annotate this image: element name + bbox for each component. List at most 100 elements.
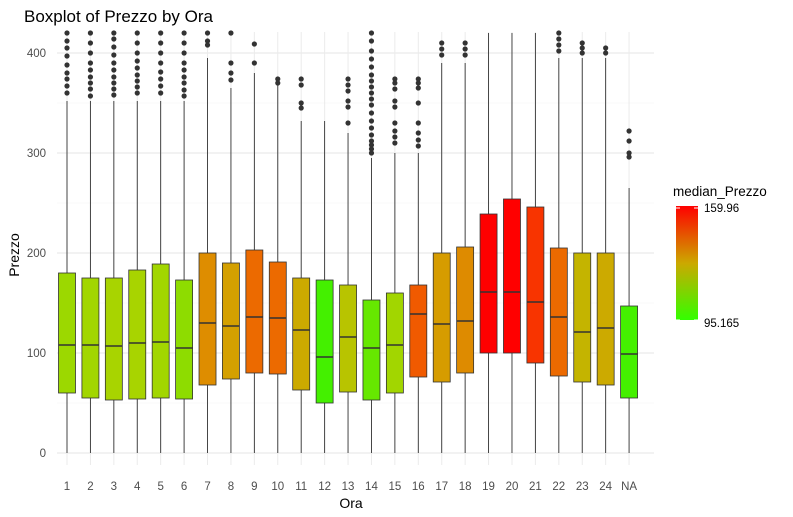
box-group [198,30,217,453]
outlier-point [134,58,140,64]
outlier-point [368,38,375,44]
x-tick-label: 13 [342,481,355,493]
y-tick-label: 0 [40,448,46,460]
outlier-point [204,38,211,44]
box [409,284,428,378]
box-group [104,30,123,453]
outlier-point [64,83,70,89]
outlier-point [392,76,398,82]
outlier-point [158,90,164,96]
outlier-point [158,83,164,89]
outlier-point [345,98,351,104]
outlier-point [64,90,70,96]
outlier-point [415,100,421,106]
outlier-point [579,45,585,51]
outlier-point [111,60,117,66]
outlier-point [368,90,375,96]
box-group [385,76,404,453]
box-group [339,76,357,453]
outlier-point [368,146,375,152]
outlier-point [228,77,234,83]
x-tick-label: 20 [506,481,519,493]
box [549,247,568,377]
outlier-point [392,98,398,104]
outlier-point [87,74,94,80]
outlier-point [415,76,421,82]
outlier-point [204,42,211,48]
outlier-point [158,69,164,75]
outlier-point [181,40,187,46]
x-tick-label: 1 [64,481,70,493]
y-tick-label: 200 [27,248,46,260]
outlier-point [462,46,468,52]
box-group [596,45,615,453]
outlier-point [181,80,187,86]
box [339,284,357,393]
box-group [315,121,334,453]
outlier-point [87,67,94,73]
outlier-point [439,40,445,46]
box-group [175,30,194,453]
outlier-point [368,96,375,102]
box [104,277,123,401]
x-tick-label: 16 [412,481,425,493]
outlier-point [439,52,445,58]
outlier-point [345,88,351,94]
outlier-point [579,50,585,56]
box [620,305,638,399]
outlier-point [134,65,140,71]
box-group [432,40,451,453]
box-group [573,40,592,453]
outlier-point [345,104,351,110]
outlier-point [134,78,140,84]
outlier-point [251,41,257,47]
outlier-point [64,62,70,68]
boxes [58,30,638,453]
x-tick-label: NA [621,481,637,493]
outlier-point [462,52,468,58]
box-group [620,128,638,453]
outlier-point [556,30,562,36]
legend-max-label: 159.96 [704,203,739,215]
box [198,252,217,386]
box [573,252,592,383]
outlier-point [368,150,375,156]
outlier-point [626,154,632,160]
outlier-point [181,87,187,93]
outlier-point [111,36,117,42]
box [128,269,147,400]
box-group [128,30,147,453]
color-legend: median_Prezzo 159.96 95.165 [673,184,767,330]
box [479,213,498,354]
x-tick-label: 5 [157,481,163,493]
outlier-point [111,80,117,86]
outlier-point [626,150,632,156]
box [456,246,475,374]
box-group [222,30,240,453]
outlier-point [368,64,375,70]
outlier-point [368,142,375,148]
outlier-point [158,76,164,82]
outlier-point [87,80,94,86]
outlier-point [64,53,70,59]
x-axis-title: Ora [339,495,363,511]
box [245,249,264,374]
x-tick-label: 4 [134,481,141,493]
box [315,279,334,404]
x-tick-label: 14 [365,481,378,493]
box-group [479,33,498,453]
outlier-point [392,120,398,126]
outlier-point [158,30,164,36]
outlier-point [251,60,257,66]
x-tick-label: 9 [251,481,257,493]
y-tick-label: 300 [27,148,46,160]
y-tick-label: 400 [27,48,46,60]
box-group [245,41,264,453]
outlier-point [415,130,421,136]
outlier-point [64,30,70,36]
outlier-point [392,134,398,140]
outlier-point [134,72,140,78]
outlier-point [392,80,398,86]
box [58,272,76,394]
box [222,262,240,380]
